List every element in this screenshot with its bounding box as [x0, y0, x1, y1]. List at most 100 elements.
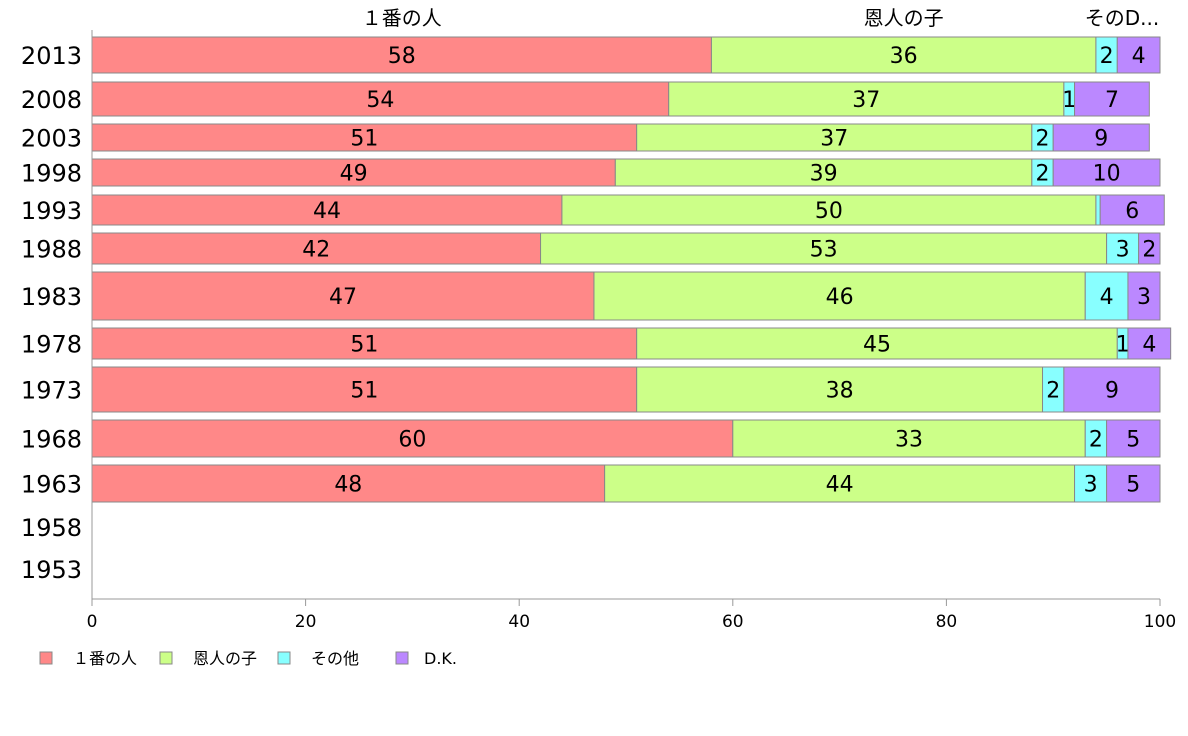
- data-label-2008-その他: 1: [1062, 88, 1076, 113]
- top-label-2: そのD...: [1085, 6, 1159, 30]
- bar-1993-恩人の子: [561, 194, 1097, 226]
- year-label-1993: 1993: [21, 197, 82, 225]
- bar-1973-１番の人: [91, 366, 638, 413]
- year-label-2013: 2013: [21, 42, 82, 70]
- data-label-1983-恩人の子: 46: [826, 285, 854, 310]
- bar-1988-その他: [1106, 232, 1140, 265]
- bar-1963-恩人の子: [604, 464, 1076, 503]
- year-label-2003: 2003: [21, 125, 82, 153]
- bar-1963-その他: [1074, 464, 1108, 503]
- data-label-1998-恩人の子: 39: [810, 162, 838, 187]
- bar-2013-恩人の子: [710, 36, 1097, 74]
- data-label-2008-１番の人: 54: [366, 88, 394, 113]
- x-tick-label-40: 40: [508, 612, 530, 632]
- data-label-1978-その他: 1: [1116, 333, 1130, 358]
- bar-1988-１番の人: [91, 232, 542, 265]
- year-axis-labels: 2013 2008 2003 1998 1993 1988 1983 1978 1973 1968…: [21, 42, 82, 584]
- bar-1978-D.K.: [1127, 327, 1172, 360]
- data-label-2003-恩人の子: 37: [820, 127, 848, 152]
- x-tick-label-60: 60: [722, 612, 744, 632]
- data-label-1993-１番の人: 44: [313, 199, 341, 224]
- data-label-2003-D.K.: 9: [1094, 127, 1108, 152]
- bar-2003-１番の人: [91, 123, 638, 152]
- data-label-1973-１番の人: 51: [350, 379, 378, 404]
- bar-1973-D.K.: [1063, 366, 1161, 413]
- legend-swatch-恩人の子: [159, 651, 173, 665]
- bar-2008-１番の人: [91, 81, 670, 117]
- bar-2003-恩人の子: [636, 123, 1033, 152]
- bar-1978-１番の人: [91, 327, 638, 360]
- data-label-1963-恩人の子: 44: [826, 473, 854, 498]
- data-label-1973-恩人の子: 38: [826, 379, 854, 404]
- year-label-1953: 1953: [21, 556, 82, 584]
- legend-swatch-１番の人: [39, 651, 53, 665]
- data-label-1998-その他: 2: [1036, 162, 1050, 187]
- data-label-1993-恩人の子: 50: [815, 199, 843, 224]
- bar-2003-D.K.: [1052, 123, 1150, 152]
- year-label-1998: 1998: [21, 160, 82, 188]
- year-label-1968: 1968: [21, 426, 82, 454]
- data-label-1968-１番の人: 60: [398, 428, 426, 453]
- bar-1983-D.K.: [1127, 271, 1161, 321]
- year-label-1973: 1973: [21, 377, 82, 405]
- data-label-2013-１番の人: 58: [388, 44, 416, 69]
- data-label-1998-１番の人: 49: [340, 162, 368, 187]
- data-label-1963-その他: 3: [1084, 473, 1098, 498]
- legend-label-D.K.: D.K.: [424, 649, 457, 668]
- year-label-1963: 1963: [21, 471, 82, 499]
- legend-label-その他: その他: [311, 649, 359, 668]
- data-label-1978-１番の人: 51: [350, 333, 378, 358]
- bar-1993-D.K.: [1099, 194, 1165, 226]
- data-label-2008-D.K.: 7: [1105, 88, 1119, 113]
- data-label-1983-その他: 4: [1100, 285, 1114, 310]
- data-label-2013-その他: 2: [1100, 44, 1114, 69]
- bar-1998-D.K.: [1052, 158, 1161, 187]
- year-label-1988: 1988: [21, 236, 82, 264]
- bar-1968-D.K.: [1106, 419, 1161, 458]
- x-tick-label-100: 100: [1144, 612, 1176, 632]
- bar-1983-その他: [1084, 271, 1129, 321]
- data-label-2013-D.K.: 4: [1132, 44, 1146, 69]
- bar-1963-D.K.: [1106, 464, 1161, 503]
- data-label-1983-１番の人: 47: [329, 285, 357, 310]
- bar-1993-その他: [1095, 194, 1101, 226]
- data-label-2008-恩人の子: 37: [852, 88, 880, 113]
- year-label-1978: 1978: [21, 331, 82, 359]
- bar-1968-１番の人: [91, 419, 734, 458]
- data-label-1993-D.K.: 6: [1125, 199, 1139, 224]
- data-label-1988-１番の人: 42: [302, 238, 330, 263]
- data-label-1998-D.K.: 10: [1093, 162, 1121, 187]
- bar-1988-D.K.: [1138, 232, 1161, 265]
- bar-1963-１番の人: [91, 464, 606, 503]
- bar-1968-恩人の子: [732, 419, 1086, 458]
- year-label-2008: 2008: [21, 86, 82, 114]
- data-label-1963-D.K.: 5: [1126, 473, 1140, 498]
- bar-2013-D.K.: [1116, 36, 1161, 74]
- legend-label-１番の人: １番の人: [73, 649, 137, 668]
- year-label-1958: 1958: [21, 514, 82, 542]
- legend: １番の人 恩人の子 その他 D.K.: [39, 649, 457, 668]
- legend-label-恩人の子: 恩人の子: [193, 649, 257, 668]
- data-label-1968-その他: 2: [1089, 428, 1103, 453]
- x-tick-label-0: 0: [87, 612, 98, 632]
- legend-swatch-その他: [277, 651, 291, 665]
- data-label-1963-１番の人: 48: [334, 473, 362, 498]
- bar-1983-１番の人: [91, 271, 595, 321]
- bar-1978-恩人の子: [636, 327, 1118, 360]
- data-label-2013-恩人の子: 36: [890, 44, 918, 69]
- bar-1988-恩人の子: [540, 232, 1108, 265]
- data-label-1978-D.K.: 4: [1142, 333, 1156, 358]
- legend-swatch-D.K.: [395, 651, 409, 665]
- data-label-2003-１番の人: 51: [350, 127, 378, 152]
- data-label-1973-D.K.: 9: [1105, 379, 1119, 404]
- data-label-1988-恩人の子: 53: [810, 238, 838, 263]
- x-tick-label-80: 80: [936, 612, 958, 632]
- bar-2013-１番の人: [91, 36, 712, 74]
- data-label-1983-D.K.: 3: [1137, 285, 1151, 310]
- top-label-0: １番の人: [362, 6, 442, 30]
- top-series-labels: １番の人 恩人の子 そのD...: [362, 6, 1160, 30]
- bar-2008-D.K.: [1074, 81, 1150, 117]
- data-label-1988-D.K.: 2: [1142, 238, 1156, 263]
